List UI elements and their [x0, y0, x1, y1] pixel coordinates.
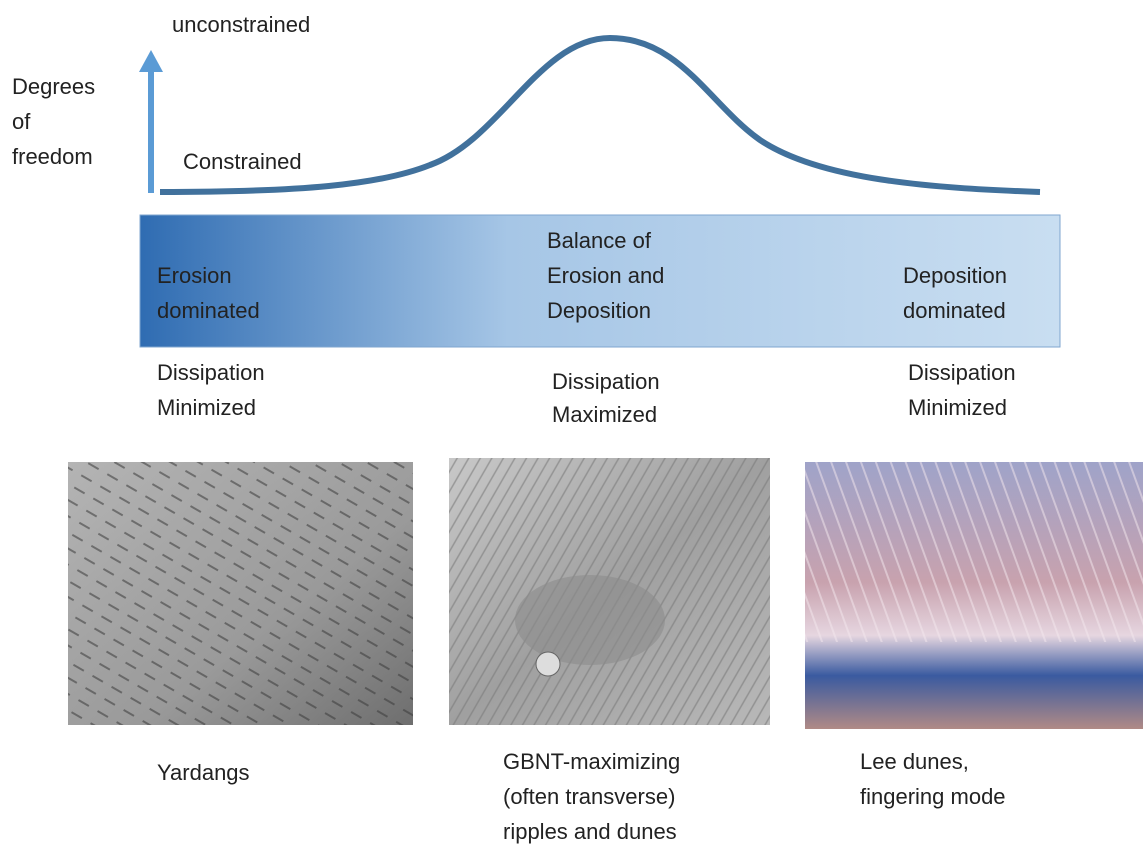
dissipation-label: Dissipation [157, 360, 265, 385]
bar-label: dominated [157, 298, 260, 323]
bar-label: dominated [903, 298, 1006, 323]
caption: ripples and dunes [503, 819, 677, 844]
caption: fingering mode [860, 784, 1006, 809]
ripple-image [449, 458, 770, 725]
side-label: of [12, 109, 31, 134]
bar-label: Erosion [157, 263, 232, 288]
caption: Lee dunes, [860, 749, 969, 774]
bar-label: Deposition [547, 298, 651, 323]
bar-label: Deposition [903, 263, 1007, 288]
arrow-head [139, 50, 163, 72]
lee-dune-image [805, 462, 1143, 729]
caption: (often transverse) [503, 784, 675, 809]
top-label: unconstrained [172, 12, 310, 37]
dissipation-label: Minimized [908, 395, 1007, 420]
caption: GBNT-maximizing [503, 749, 680, 774]
dissipation-label: Minimized [157, 395, 256, 420]
dissipation-label: Dissipation [908, 360, 1016, 385]
bar-label: Erosion and [547, 263, 664, 288]
dissipation-label: Maximized [552, 402, 657, 427]
yardang-image [68, 462, 413, 725]
side-label: Degrees [12, 74, 95, 99]
caption: Yardangs [157, 760, 250, 785]
dissipation-label: Dissipation [552, 369, 660, 394]
side-label: freedom [12, 144, 93, 169]
bottom-label: Constrained [183, 149, 302, 174]
bar-label: Balance of [547, 228, 652, 253]
diagram: unconstrained Degrees of freedom Constra… [0, 0, 1143, 845]
